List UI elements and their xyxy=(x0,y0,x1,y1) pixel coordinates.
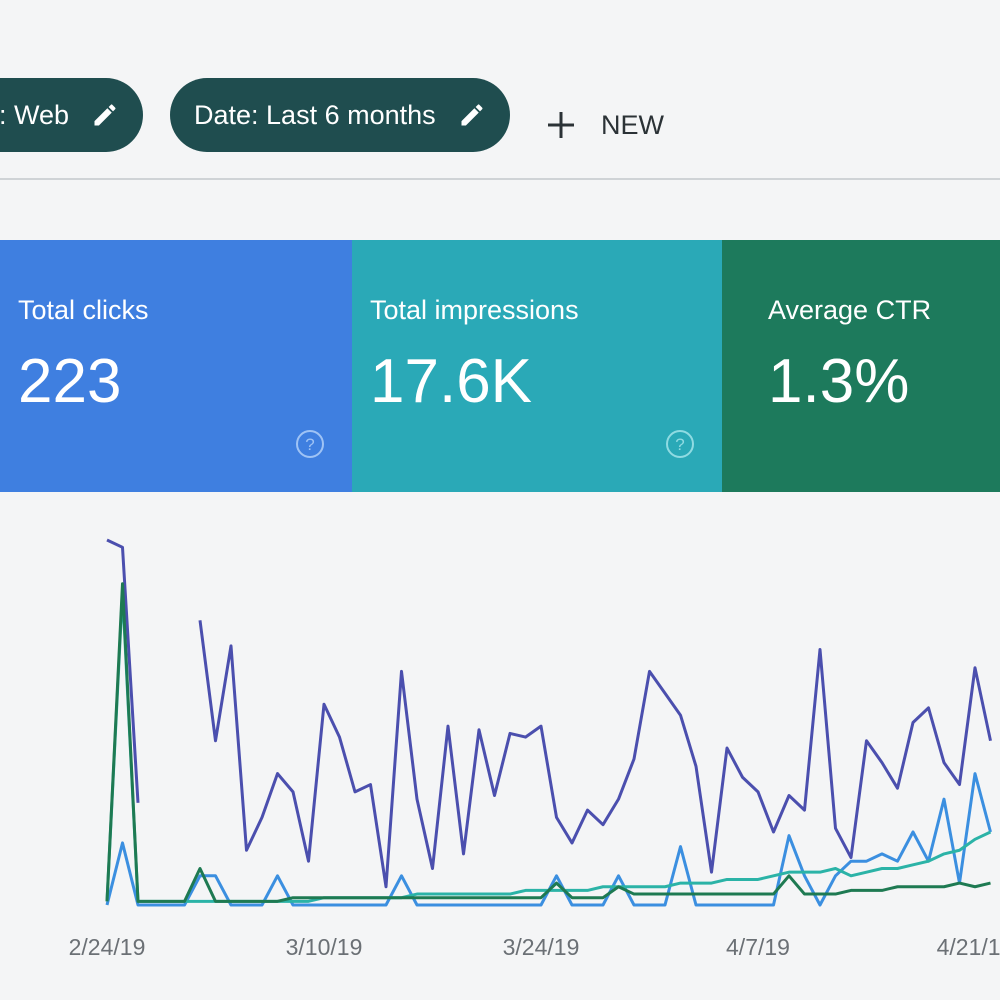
divider xyxy=(0,178,1000,180)
series-line xyxy=(105,772,992,907)
x-tick-label: 3/10/19 xyxy=(286,934,363,960)
edit-icon xyxy=(94,104,116,126)
metric-label: Total clicks xyxy=(18,295,149,325)
metric-value: 17.6K xyxy=(370,347,533,416)
metric-value: 223 xyxy=(18,347,122,416)
series-line xyxy=(198,620,992,889)
filter-chip[interactable]: Date: Last 6 months xyxy=(170,78,510,152)
metric-card[interactable]: Total clicks 223 ? xyxy=(0,240,352,492)
metric-card[interactable]: Average CTR 1.3% xyxy=(722,240,1000,492)
x-tick-label: 3/24/19 xyxy=(503,934,580,960)
series-line xyxy=(106,538,140,803)
x-tick-label: 2/24/19 xyxy=(69,934,146,960)
new-filter-button[interactable]: NEW xyxy=(545,100,664,150)
svg-text:?: ? xyxy=(675,435,684,454)
x-tick-label: 4/7/19 xyxy=(726,934,790,960)
help-icon[interactable]: ? xyxy=(294,428,326,460)
series-line xyxy=(105,582,991,903)
metric-label: Average CTR xyxy=(768,295,932,325)
help-icon[interactable]: ? xyxy=(664,428,696,460)
performance-chart: 2/24/19 3/10/19 3/24/19 4/7/19 4/21/19 xyxy=(69,538,1000,960)
metric-label: Total impressions xyxy=(370,295,579,325)
svg-text:?: ? xyxy=(305,435,314,454)
filter-label: e: Web xyxy=(0,99,70,130)
edit-icon xyxy=(461,104,483,126)
filter-chip[interactable]: e: Web xyxy=(0,78,144,152)
x-tick-label: 4/21/19 xyxy=(937,934,1000,960)
new-label: NEW xyxy=(601,109,664,140)
metric-value: 1.3% xyxy=(768,347,910,416)
metric-card[interactable]: Total impressions 17.6K ? xyxy=(352,240,722,492)
plus-icon xyxy=(548,112,574,138)
filter-label: Date: Last 6 months xyxy=(194,99,436,130)
